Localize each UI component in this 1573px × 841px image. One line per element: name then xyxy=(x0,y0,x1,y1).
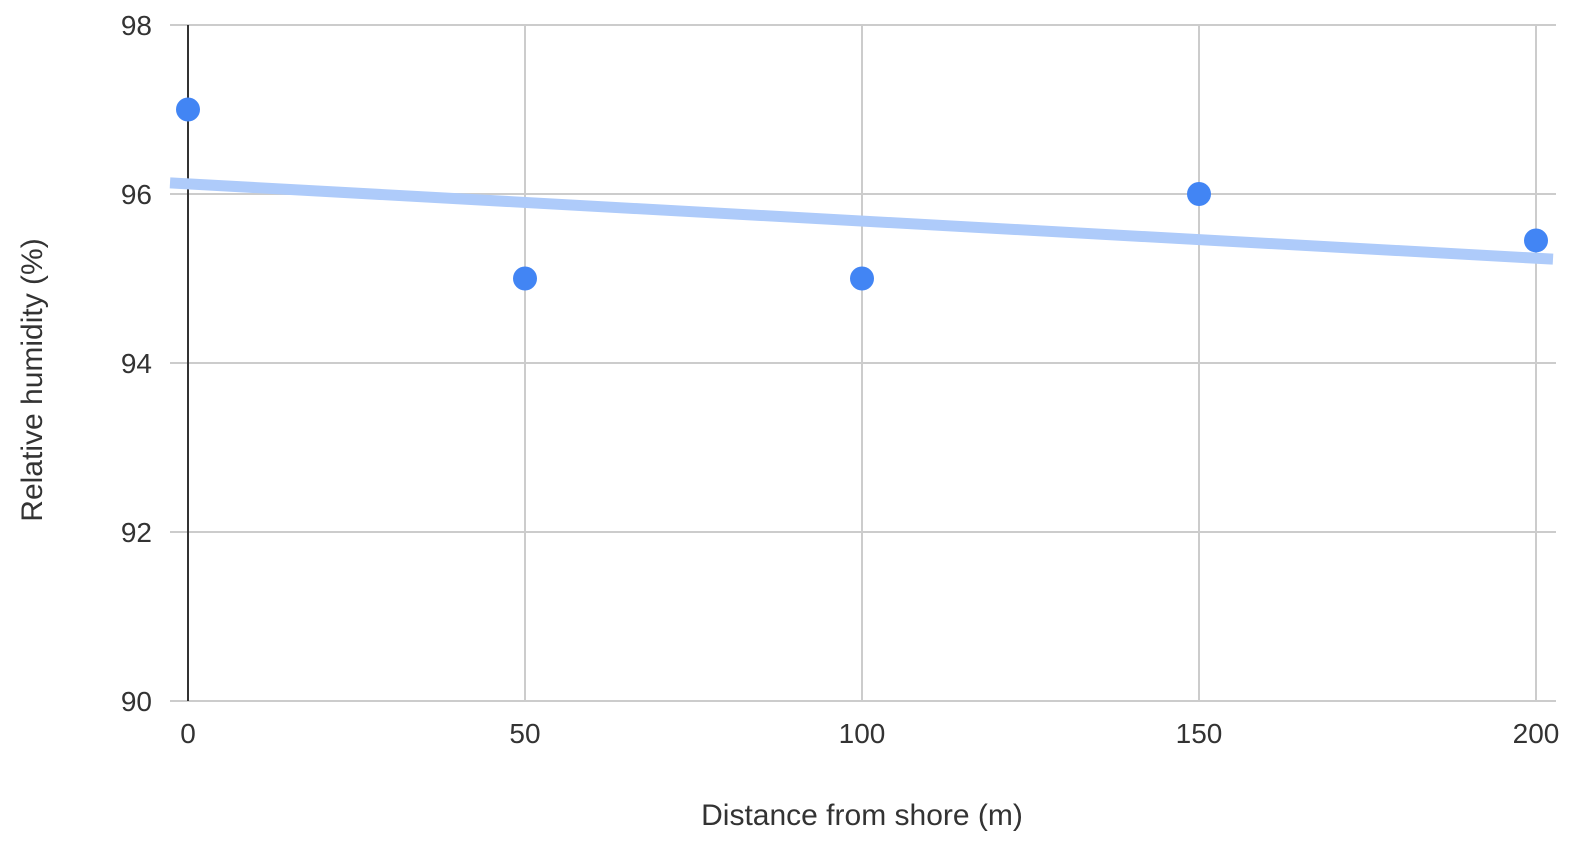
y-axis-title: Relative humidity (%) xyxy=(16,238,49,521)
tick-labels: 90 92 94 96 98 0 50 100 150 200 xyxy=(121,10,1560,749)
y-tick-label: 94 xyxy=(121,348,152,379)
y-tick-label: 92 xyxy=(121,517,152,548)
x-tick-label: 100 xyxy=(839,718,886,749)
y-tick-label: 96 xyxy=(121,179,152,210)
trendline-layer xyxy=(169,177,1554,265)
data-point xyxy=(1524,228,1548,253)
data-point xyxy=(850,266,874,291)
x-axis-title: Distance from shore (m) xyxy=(701,799,1023,832)
data-point xyxy=(1187,182,1211,206)
y-tick-label: 90 xyxy=(121,686,152,717)
gridlines xyxy=(170,24,1556,702)
x-tick-label: 150 xyxy=(1176,718,1223,749)
trendline xyxy=(169,177,1554,265)
data-points xyxy=(176,97,1548,291)
x-tick-label: 50 xyxy=(509,718,540,749)
data-point xyxy=(513,266,537,291)
x-tick-label: 0 xyxy=(180,718,196,749)
x-tick-label: 200 xyxy=(1513,718,1560,749)
y-tick-label: 98 xyxy=(121,10,152,41)
data-point xyxy=(176,97,200,122)
